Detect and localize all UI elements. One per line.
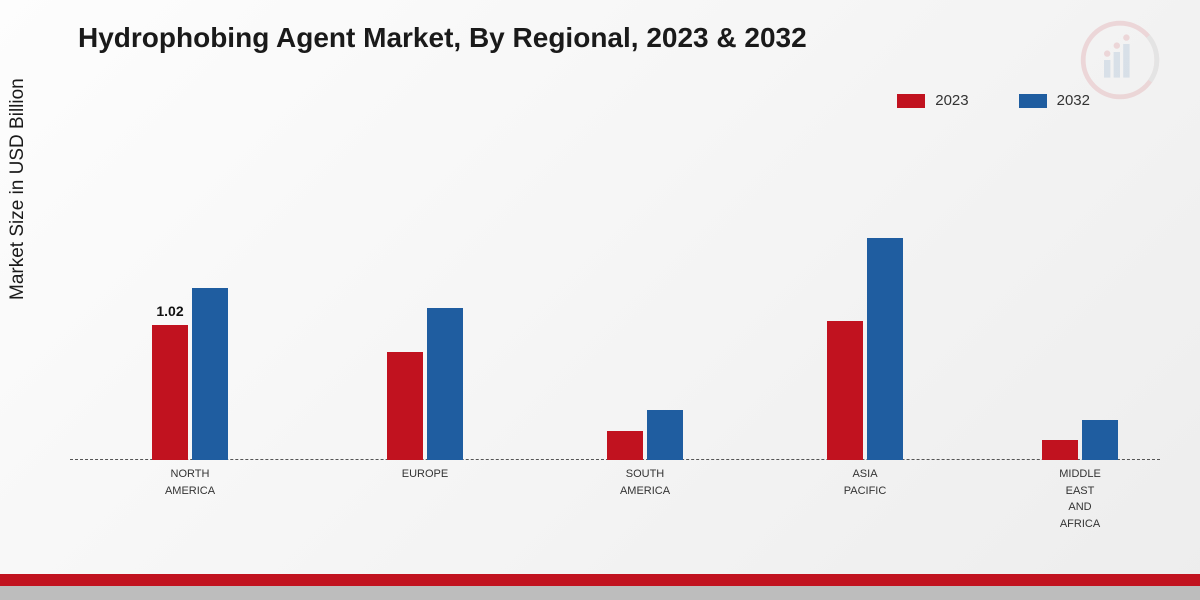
legend-item-2023: 2023 — [897, 92, 968, 109]
x-axis-category-label: EUROPE — [402, 466, 448, 483]
legend-label-2023: 2023 — [935, 92, 968, 109]
bar-2032 — [192, 288, 228, 460]
y-axis-label: Market Size in USD Billion — [7, 78, 29, 300]
bar-2032 — [427, 308, 463, 460]
bar-2023 — [387, 352, 423, 460]
legend-item-2032: 2032 — [1019, 92, 1090, 109]
bar-2032 — [867, 238, 903, 460]
legend: 2023 2032 — [897, 92, 1090, 109]
legend-label-2032: 2032 — [1057, 92, 1090, 109]
bar-group — [827, 238, 903, 460]
bar-group: 1.02 — [152, 288, 228, 460]
legend-swatch-2032 — [1019, 94, 1047, 108]
footer-shade — [0, 586, 1200, 600]
bar-2032 — [647, 410, 683, 460]
bar-2023 — [1042, 440, 1078, 460]
bar-2023: 1.02 — [152, 325, 188, 460]
bar-2032 — [1082, 420, 1118, 460]
chart-page: Hydrophobing Agent Market, By Regional, … — [0, 0, 1200, 600]
x-axis-category-label: NORTH AMERICA — [165, 466, 215, 499]
bar-group — [387, 308, 463, 460]
plot-area: 1.02 — [70, 130, 1160, 460]
legend-swatch-2023 — [897, 94, 925, 108]
bar-2023 — [827, 321, 863, 460]
brand-logo-watermark — [1080, 20, 1160, 100]
bar-group — [1042, 420, 1118, 460]
chart-title: Hydrophobing Agent Market, By Regional, … — [78, 22, 807, 54]
bar-value-label: 1.02 — [156, 303, 183, 319]
bar-2023 — [607, 431, 643, 460]
bar-group — [607, 410, 683, 460]
x-axis-category-label: MIDDLE EAST AND AFRICA — [1059, 466, 1101, 532]
x-axis-category-label: ASIA PACIFIC — [844, 466, 887, 499]
footer-accent-bar — [0, 574, 1200, 586]
x-axis-category-label: SOUTH AMERICA — [620, 466, 670, 499]
